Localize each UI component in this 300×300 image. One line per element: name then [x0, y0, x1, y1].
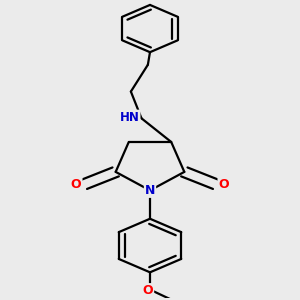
Text: N: N [145, 184, 155, 197]
Text: HN: HN [120, 111, 140, 124]
Text: O: O [142, 284, 153, 297]
Text: O: O [218, 178, 229, 191]
Text: O: O [71, 178, 82, 191]
